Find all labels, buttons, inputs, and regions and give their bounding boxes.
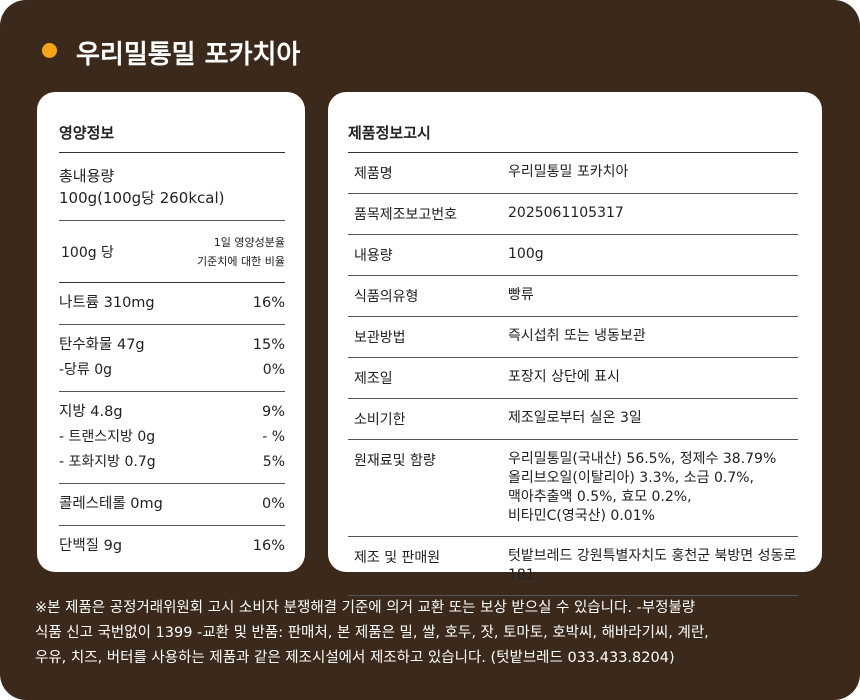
row-label: 소비기한	[354, 412, 406, 428]
row-label: 식품의유형	[354, 289, 419, 305]
row-label: 보관방법	[354, 330, 406, 346]
value-line: 우리밀통밀(국내산) 56.5%, 정제수 38.79%	[508, 451, 777, 467]
heading: 제품정보고시	[348, 92, 798, 153]
total-label: 총내용량	[59, 167, 115, 185]
nutrient-group: 나트륨 310mg 16%	[59, 283, 285, 325]
row-value: 즉시섭취 또는 냉동보관	[508, 317, 798, 357]
notice-line: 식품 신고 국번없이 1399 -교환 및 반품: 판매처, 본 제품은 밀, …	[35, 625, 709, 641]
product-row: 품목제조보고번호 2025061105317	[348, 194, 798, 235]
value-line: 맥아추출액 0.5%, 효모 0.2%,	[508, 489, 692, 505]
nutrient-name: 탄수화물 47g	[59, 337, 145, 353]
nutrient-pct: 16%	[252, 295, 285, 311]
row-value: 제조일로부터 실온 3일	[508, 399, 798, 439]
title: 우리밀통밀 포카치아	[76, 40, 301, 70]
product-row: 제품명 우리밀통밀 포카치아	[348, 153, 798, 194]
nutrient-row: 지방 4.8g 9%	[59, 400, 285, 425]
nutrient-name: -당류 0g	[59, 362, 113, 378]
nutrient-group: 콜레스테롤 0mg 0%	[59, 484, 285, 526]
row-label: 제조일	[354, 371, 393, 387]
nutrient-name: - 포화지방 0.7g	[59, 454, 156, 470]
heading: 영양정보	[59, 92, 285, 153]
value-line: 100g	[508, 246, 544, 262]
nutrient-row: 콜레스테롤 0mg 0%	[59, 492, 285, 517]
nutrient-row: -당류 0g 0%	[59, 358, 285, 383]
total: 총내용량 100g(100g당 260kcal)	[59, 153, 285, 221]
row-value: 100g	[508, 235, 798, 275]
nutrient-row: 단백질 9g 16%	[59, 534, 285, 559]
product-row: 원재료및 함량 우리밀통밀(국내산) 56.5%, 정제수 38.79% 올리브오일…	[348, 440, 798, 537]
product-row: 보관방법 즉시섭취 또는 냉동보관	[348, 317, 798, 358]
nutrient-name: 콜레스테롤 0mg	[59, 496, 163, 512]
nutrient-row: - 포화지방 0.7g 5%	[59, 450, 285, 475]
total-value: 100g(100g당 260kcal)	[59, 189, 225, 207]
row-value: 우리밀통밀(국내산) 56.5%, 정제수 38.79% 올리브오일(이탈리아) …	[508, 440, 798, 536]
row-value: 2025061105317	[508, 194, 798, 234]
bullet	[42, 43, 57, 58]
row-label: 제조 및 판매원	[354, 550, 441, 566]
notice-line: 우유, 치즈, 버터를 사용하는 제품과 같은 제조시설에서 제조하고 있습니다…	[35, 650, 675, 666]
nutrient-row: 나트륨 310mg 16%	[59, 291, 285, 316]
value-line: 빵류	[508, 287, 534, 303]
value-line: 포장지 상단에 표시	[508, 369, 620, 385]
nutrient-row: 탄수화물 47g 15%	[59, 333, 285, 358]
row-value: 포장지 상단에 표시	[508, 358, 798, 398]
nutrient-pct: 0%	[261, 496, 285, 512]
nutrient-pct: 0%	[262, 362, 285, 378]
nutrient-pct: 5%	[262, 454, 285, 470]
row-label: 원재료및 함량	[354, 453, 436, 469]
daily-note: 1일 영양성분율 기준치에 대한 비율	[197, 233, 285, 271]
nutrient-pct: 15%	[252, 337, 285, 353]
nutrient-group: 탄수화물 47g 15% -당류 0g 0%	[59, 325, 285, 392]
nutrient-name: 나트륨 310mg	[59, 295, 155, 311]
value-line: 비타민C(영국산) 0.01%	[508, 508, 655, 524]
value-line: 텃밭브레드 강원특별자치도 홍천군 북방면 성동로 181	[508, 548, 797, 583]
value-line: 제조일로부터 실온 3일	[508, 410, 642, 426]
row-label: 제품명	[354, 166, 393, 182]
value-line: 우리밀통밀 포카치아	[508, 164, 629, 180]
note-line: 기준치에 대한 비율	[197, 254, 285, 268]
notice: ※본 제품은 공정거래위원회 고시 소비자 분쟁해결 기준에 의거 교환 또는 …	[35, 596, 709, 671]
notice-line: ※본 제품은 공정거래위원회 고시 소비자 분쟁해결 기준에 의거 교환 또는 …	[35, 600, 696, 616]
nutrient-name: - 트랜스지방 0g	[59, 429, 156, 445]
nutrient-row: - 트랜스지방 0g - %	[59, 425, 285, 450]
value-line: 올리브오일(이탈리아) 3.3%, 소금 0.7%,	[508, 470, 754, 486]
nutrient-pct: 9%	[261, 404, 285, 420]
nutrient-group: 단백질 9g 16%	[59, 526, 285, 567]
value-line: 2025061105317	[508, 205, 624, 221]
nutrient-list: 나트륨 310mg 16% 탄수화물 47g 15% -당류 0g 0% 지방 4.8g 9%…	[59, 283, 285, 567]
per-row: 100g 당 1일 영양성분율 기준치에 대한 비율	[59, 221, 285, 283]
note-line: 1일 영양성분율	[213, 235, 285, 249]
product-row: 제조 및 판매원 텃밭브레드 강원특별자치도 홍천군 북방면 성동로 181	[348, 537, 798, 596]
row-value: 우리밀통밀 포카치아	[508, 153, 798, 193]
product-row: 내용량 100g	[348, 235, 798, 276]
nutrient-pct: - %	[262, 429, 285, 445]
per: 100g 당	[61, 244, 114, 261]
nutrition-card: 영양정보 총내용량 100g(100g당 260kcal) 100g 당 1일 …	[37, 92, 305, 572]
nutrient-group: 지방 4.8g 9% - 트랜스지방 0g - % - 포화지방 0.7g 5%	[59, 392, 285, 484]
value-line: 즉시섭취 또는 냉동보관	[508, 328, 646, 344]
nutrient-name: 지방 4.8g	[59, 404, 123, 420]
product-row: 식품의유형 빵류	[348, 276, 798, 317]
product-row: 소비기한 제조일로부터 실온 3일	[348, 399, 798, 440]
product-row: 제조일 포장지 상단에 표시	[348, 358, 798, 399]
nutrient-name: 단백질 9g	[59, 538, 123, 554]
row-label: 품목제조보고번호	[354, 207, 458, 223]
nutrient-pct: 16%	[252, 538, 285, 554]
row-label: 내용량	[354, 248, 393, 264]
row-value: 빵류	[508, 276, 798, 316]
row-value: 텃밭브레드 강원특별자치도 홍천군 북방면 성동로 181	[508, 537, 798, 595]
